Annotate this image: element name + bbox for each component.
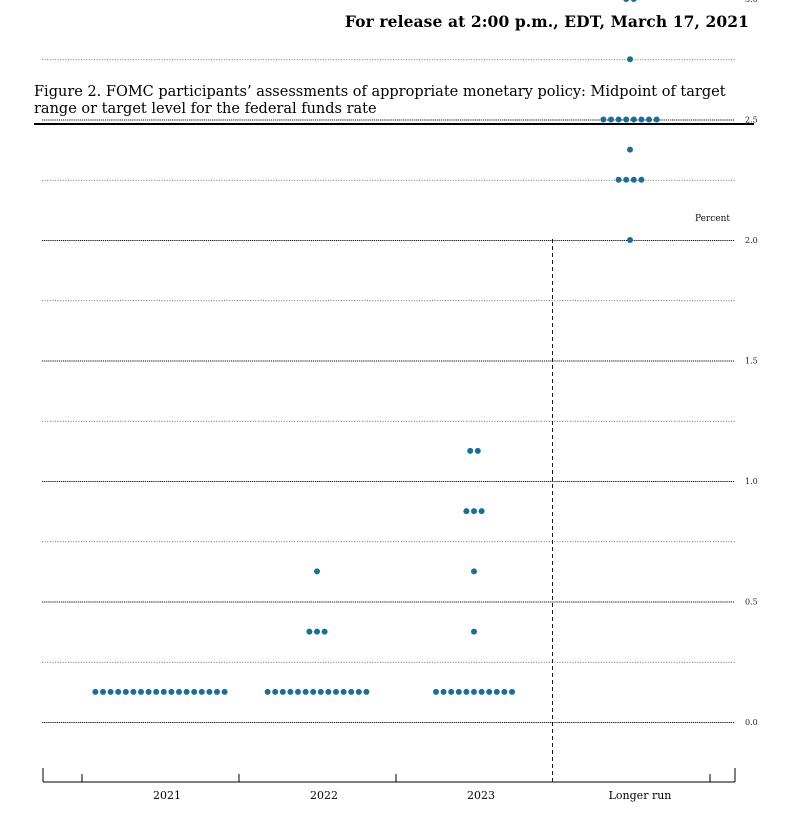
data-dot bbox=[509, 688, 515, 695]
x-category-label: 2023 bbox=[467, 789, 495, 802]
data-dot bbox=[627, 237, 633, 243]
data-dot bbox=[100, 688, 106, 695]
data-dot bbox=[160, 688, 167, 695]
data-dot bbox=[314, 628, 320, 635]
data-dot bbox=[638, 176, 645, 183]
data-dot bbox=[355, 688, 362, 695]
data-dot bbox=[608, 116, 614, 123]
data-dot bbox=[145, 688, 152, 695]
figure-caption: Figure 2. FOMC participants’ assessments… bbox=[34, 84, 726, 117]
data-dot bbox=[623, 176, 630, 183]
data-dot bbox=[478, 508, 485, 515]
data-dot bbox=[615, 176, 622, 183]
data-dot bbox=[340, 688, 347, 695]
data-dot bbox=[279, 688, 286, 695]
data-dot bbox=[646, 116, 652, 123]
data-dot bbox=[471, 568, 477, 575]
data-dot bbox=[463, 508, 470, 515]
data-dot bbox=[333, 688, 339, 695]
data-dot bbox=[474, 447, 481, 454]
data-dot bbox=[471, 508, 477, 515]
data-dot bbox=[600, 116, 607, 123]
data-dot bbox=[191, 688, 198, 695]
data-dot bbox=[493, 688, 500, 695]
data-dot bbox=[348, 688, 355, 695]
data-dot bbox=[455, 688, 462, 695]
data-dot bbox=[486, 688, 493, 695]
data-dot bbox=[198, 688, 205, 695]
data-dot bbox=[314, 568, 320, 575]
data-dot bbox=[627, 146, 633, 153]
data-dot bbox=[478, 688, 485, 695]
data-dot bbox=[206, 688, 213, 695]
data-dot bbox=[630, 116, 637, 123]
data-dot bbox=[471, 688, 477, 695]
data-dot bbox=[630, 0, 637, 2]
data-dot bbox=[130, 688, 137, 695]
y-tick-label: 2.0 bbox=[745, 236, 758, 245]
data-dot bbox=[615, 116, 622, 123]
y-tick-label: 0.0 bbox=[745, 718, 758, 727]
y-axis-label: Percent bbox=[695, 214, 730, 224]
data-dot bbox=[122, 688, 129, 695]
data-dot bbox=[153, 688, 160, 695]
data-dot bbox=[221, 688, 228, 695]
data-dot bbox=[138, 688, 144, 695]
data-dot bbox=[287, 688, 294, 695]
data-dot bbox=[638, 116, 645, 123]
data-dot bbox=[627, 56, 633, 63]
x-category-label: 2021 bbox=[153, 789, 181, 802]
data-dot bbox=[214, 688, 220, 695]
data-dot bbox=[317, 688, 324, 695]
data-dot bbox=[306, 628, 313, 635]
y-tick-label: 2.5 bbox=[745, 116, 758, 125]
data-dot bbox=[272, 688, 279, 695]
data-dot bbox=[302, 688, 309, 695]
y-tick-label: 1.5 bbox=[745, 357, 758, 366]
data-dot bbox=[295, 688, 301, 695]
data-dot bbox=[501, 688, 508, 695]
y-tick-label: 0.5 bbox=[745, 598, 758, 607]
data-dot bbox=[623, 116, 630, 123]
data-dot bbox=[623, 0, 630, 2]
data-dot bbox=[176, 688, 182, 695]
data-dot bbox=[115, 688, 122, 695]
data-dot bbox=[183, 688, 190, 695]
data-dot bbox=[325, 688, 332, 695]
data-dot bbox=[310, 688, 317, 695]
y-tick-label: 3.0 bbox=[745, 0, 758, 4]
data-dot bbox=[448, 688, 455, 695]
data-dot bbox=[630, 176, 637, 183]
data-dot bbox=[363, 688, 370, 695]
data-dot bbox=[440, 688, 447, 695]
release-date-header: For release at 2:00 p.m., EDT, March 17,… bbox=[344, 12, 749, 31]
data-dot bbox=[433, 688, 439, 695]
data-dot bbox=[467, 447, 474, 454]
x-category-label: Longer run bbox=[609, 789, 672, 802]
data-dot bbox=[321, 628, 328, 635]
x-category-label: 2022 bbox=[310, 789, 338, 802]
data-dot bbox=[92, 688, 99, 695]
data-dot bbox=[463, 688, 470, 695]
caption-rule bbox=[34, 123, 754, 125]
data-dot bbox=[168, 688, 175, 695]
data-dot bbox=[653, 116, 660, 123]
data-dot bbox=[264, 688, 271, 695]
data-dot bbox=[107, 688, 114, 695]
y-tick-label: 1.0 bbox=[745, 477, 758, 486]
data-dot bbox=[471, 628, 477, 635]
